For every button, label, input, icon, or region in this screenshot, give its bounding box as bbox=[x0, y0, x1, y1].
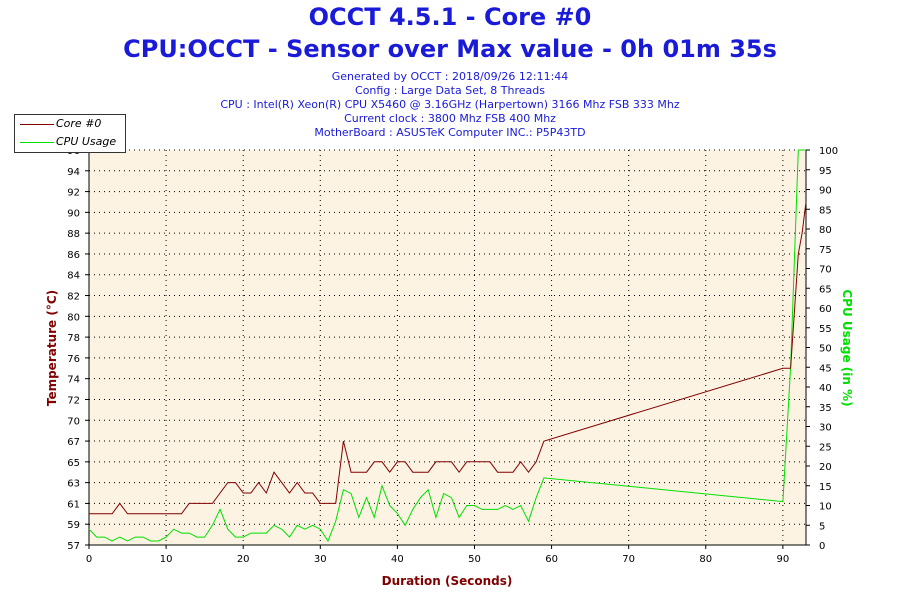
y-tick-label-left: 90 bbox=[67, 208, 80, 219]
y-tick-label-right: 45 bbox=[819, 363, 832, 374]
y-tick-label-right: 15 bbox=[819, 482, 832, 493]
y-tick-label-right: 30 bbox=[819, 423, 832, 434]
chart-subtitle: CPU:OCCT - Sensor over Max value - 0h 01… bbox=[123, 35, 777, 63]
x-tick-label: 10 bbox=[160, 554, 173, 565]
y-tick-label-right: 70 bbox=[819, 265, 832, 276]
y-tick-label-right: 75 bbox=[819, 245, 832, 256]
y-tick-label-right: 5 bbox=[819, 521, 825, 532]
y-tick-label-left: 86 bbox=[67, 250, 80, 261]
x-axis-label: Duration (Seconds) bbox=[382, 574, 513, 588]
axes bbox=[85, 149, 810, 549]
y-tick-label-right: 55 bbox=[819, 324, 832, 335]
y-tick-label-left: 65 bbox=[67, 458, 80, 469]
y-tick-label-left: 88 bbox=[67, 229, 80, 240]
y-tick-label-right: 90 bbox=[819, 186, 832, 197]
tick-labels: 5759616365677072747678808284868890929496… bbox=[67, 146, 838, 565]
info-clock: Current clock : 3800 Mhz FSB 400 Mhz bbox=[344, 112, 556, 125]
y-tick-label-left: 74 bbox=[67, 375, 80, 386]
legend: Core #0 CPU Usage bbox=[14, 114, 126, 153]
y-tick-label-right: 95 bbox=[819, 166, 832, 177]
y-tick-label-left: 61 bbox=[67, 499, 80, 510]
info-motherboard: MotherBoard : ASUSTeK Computer INC.: P5P… bbox=[314, 126, 586, 139]
y-tick-label-right: 25 bbox=[819, 442, 832, 453]
y-tick-label-left: 59 bbox=[67, 520, 80, 531]
y-tick-label-left: 76 bbox=[67, 354, 80, 365]
info-cpu: CPU : Intel(R) Xeon(R) CPU X5460 @ 3.16G… bbox=[220, 98, 680, 111]
legend-swatch-cpu-usage bbox=[20, 142, 54, 143]
y-tick-label-right: 100 bbox=[819, 146, 838, 157]
y-tick-label-right: 85 bbox=[819, 205, 832, 216]
y-tick-label-left: 80 bbox=[67, 312, 80, 323]
legend-item-core: Core #0 bbox=[15, 116, 125, 132]
y-tick-label-left: 94 bbox=[67, 167, 80, 178]
chart-title: OCCT 4.5.1 - Core #0 bbox=[308, 3, 592, 31]
y-tick-label-left: 63 bbox=[67, 479, 80, 490]
x-tick-label: 0 bbox=[86, 554, 92, 565]
x-tick-label: 50 bbox=[468, 554, 481, 565]
grid bbox=[89, 149, 806, 545]
x-tick-label: 90 bbox=[777, 554, 790, 565]
y-tick-label-left: 72 bbox=[67, 395, 80, 406]
series-line-core bbox=[89, 201, 807, 515]
y-tick-label-right: 40 bbox=[819, 383, 832, 394]
y-tick-label-right: 50 bbox=[819, 344, 832, 355]
x-tick-label: 80 bbox=[699, 554, 712, 565]
legend-label-cpu-usage: CPU Usage bbox=[56, 135, 117, 148]
y-tick-label-left: 67 bbox=[67, 437, 80, 448]
y-tick-label-left: 82 bbox=[67, 292, 80, 303]
y-tick-label-right: 60 bbox=[819, 304, 832, 315]
x-tick-label: 70 bbox=[622, 554, 635, 565]
y-tick-label-right: 35 bbox=[819, 403, 832, 414]
series-line-cpu-usage bbox=[88, 149, 806, 543]
y-tick-label-left: 84 bbox=[67, 271, 80, 282]
y-tick-label-right: 65 bbox=[819, 284, 832, 295]
y-tick-label-right: 20 bbox=[819, 462, 832, 473]
info-generated: Generated by OCCT : 2018/09/26 12:11:44 bbox=[331, 70, 569, 83]
y-tick-label-left: 57 bbox=[67, 541, 80, 552]
legend-item-cpu-usage: CPU Usage bbox=[15, 134, 125, 150]
y-tick-label-right: 0 bbox=[819, 541, 825, 552]
y-tick-label-right: 10 bbox=[819, 502, 832, 513]
y-tick-label-right: 80 bbox=[819, 225, 832, 236]
legend-label-core: Core #0 bbox=[56, 117, 102, 130]
legend-swatch-core bbox=[20, 124, 54, 125]
x-tick-label: 20 bbox=[237, 554, 250, 565]
x-tick-label: 60 bbox=[545, 554, 558, 565]
info-config: Config : Large Data Set, 8 Threads bbox=[355, 84, 545, 97]
y-axis-label-left: Temperature (°C) bbox=[45, 290, 59, 406]
y-tick-label-left: 70 bbox=[67, 416, 80, 427]
y-tick-label-left: 92 bbox=[67, 188, 80, 199]
x-tick-label: 40 bbox=[391, 554, 404, 565]
x-tick-label: 30 bbox=[314, 554, 327, 565]
plot-area bbox=[89, 150, 806, 545]
series-group bbox=[88, 149, 807, 543]
y-axis-label-right: CPU Usage (in %) bbox=[840, 289, 854, 406]
y-tick-label-left: 78 bbox=[67, 333, 80, 344]
